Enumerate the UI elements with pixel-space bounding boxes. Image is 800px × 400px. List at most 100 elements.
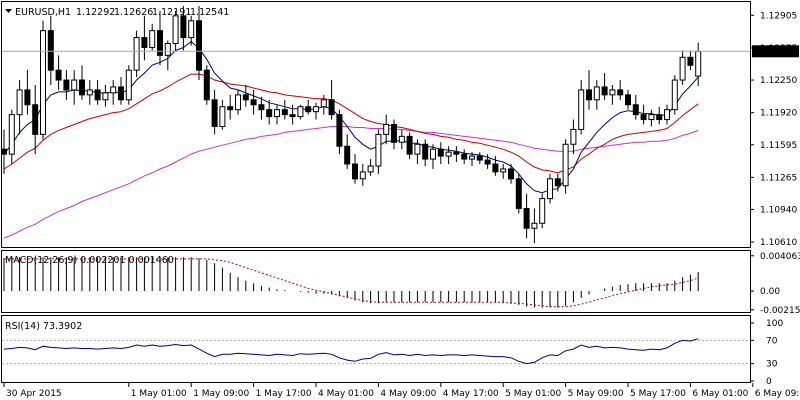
- candle-bear: [554, 178, 561, 187]
- macd-panel-frame: [1, 250, 751, 313]
- candle-bear: [515, 178, 522, 209]
- candle-bull: [679, 56, 686, 81]
- candle-bear: [250, 99, 257, 106]
- candle-bull: [297, 106, 304, 118]
- candle-bull: [671, 79, 678, 111]
- chart-menu-triangle-icon[interactable]: [5, 9, 12, 13]
- candle-bear: [32, 104, 39, 135]
- candle-bull: [398, 135, 405, 143]
- macd-indicator: [3, 257, 699, 308]
- price-tick-label: 1.11265: [760, 173, 797, 183]
- candle-bear: [196, 20, 202, 71]
- candle-bull: [149, 30, 156, 48]
- price-tick-label: 1.12250: [760, 76, 797, 86]
- candle-bear: [24, 89, 31, 106]
- candle-bear: [47, 30, 54, 71]
- candle-bull: [219, 106, 226, 127]
- candle-bull: [235, 94, 241, 111]
- candle-bear: [656, 114, 663, 121]
- rsi-tick-label: 30: [766, 360, 778, 370]
- rsi-label: RSI(14) 73.3902: [5, 321, 82, 332]
- rsi-axis: 100 70 30 0: [750, 319, 783, 387]
- ohlc-high: 1.12626: [114, 7, 153, 18]
- symbol-label: EURUSD,H1: [15, 7, 71, 18]
- candle-bull: [71, 79, 78, 91]
- time-tick-label: 1 May 17:00: [256, 389, 312, 399]
- candle-bear: [328, 99, 335, 116]
- candle-bull: [313, 106, 319, 113]
- candle-bear: [55, 69, 62, 81]
- candle-bear: [453, 151, 460, 155]
- candle-bear: [687, 56, 694, 66]
- price-tick-label: 1.12905: [760, 11, 797, 21]
- candle-bear: [391, 124, 397, 143]
- candle-bull: [547, 178, 553, 200]
- macd-signal-line: [4, 258, 699, 308]
- current-price-label: 1.12541: [760, 48, 797, 58]
- candle-bull: [359, 171, 366, 180]
- macd-label: MACD(12,26,9) 0.002201 0.001460: [5, 255, 174, 266]
- time-tick-label: 1 May 01:00: [131, 389, 187, 399]
- candle-bull: [414, 143, 421, 155]
- rsi-tick-label: 100: [766, 319, 783, 329]
- candle-bull: [664, 109, 670, 121]
- candle-bear: [437, 148, 444, 157]
- current-price-box: [752, 45, 799, 58]
- candle-bear: [422, 143, 429, 160]
- ma-slow-line: [3, 126, 699, 239]
- rsi-tick-label: 0: [766, 377, 772, 387]
- candle-bull: [367, 165, 374, 173]
- candle-bear: [640, 114, 647, 121]
- candle-bear: [523, 207, 530, 229]
- candle-bull: [125, 69, 132, 101]
- candle-bull: [164, 43, 171, 56]
- candle-bear: [625, 94, 631, 106]
- macd-axis: 0.004063 0.00 -0.002157: [750, 252, 800, 316]
- candle-bull: [593, 86, 600, 101]
- ohlc-open: 1.12292: [76, 7, 115, 18]
- candle-bear: [141, 37, 148, 48]
- candle-bear: [266, 109, 273, 118]
- candle-bull: [648, 114, 655, 121]
- candle-bull: [172, 15, 179, 44]
- time-tick-label: 1 May 09:00: [193, 389, 249, 399]
- candle-bear: [484, 159, 491, 165]
- time-tick-label: 5 May 09:00: [568, 389, 624, 399]
- candle-bear: [63, 79, 70, 91]
- candle-bear: [406, 135, 413, 155]
- candle-bull: [375, 133, 382, 167]
- time-tick-label: 5 May 17:00: [630, 389, 686, 399]
- candle-bull: [320, 99, 327, 108]
- price-tick-label: 1.11595: [760, 141, 797, 151]
- candle-bull: [500, 168, 507, 173]
- time-tick-label: 6 May 01:00: [692, 389, 748, 399]
- candle-bear: [461, 153, 468, 160]
- candle-bull: [8, 114, 15, 155]
- candle-bear: [601, 86, 608, 96]
- time-tick-label: 30 Apr 2015: [6, 389, 62, 399]
- candle-bear: [281, 109, 288, 116]
- price-tick-label: 1.10610: [760, 238, 797, 248]
- candle-bear: [211, 99, 218, 127]
- rsi-tick-label: 70: [766, 336, 778, 346]
- candle-bull: [188, 20, 195, 39]
- candle-bear: [476, 155, 483, 161]
- candle-bull: [16, 89, 23, 116]
- candle-bull: [383, 124, 390, 135]
- candle-bear: [586, 89, 592, 101]
- candle-bear: [305, 106, 312, 113]
- ohlc-low: 1.12191: [152, 7, 191, 18]
- price-tick-label: 1.11920: [760, 109, 797, 119]
- macd-tick-label: 0.004063: [760, 252, 800, 262]
- candle-bear: [79, 79, 85, 96]
- candle-bull: [695, 50, 702, 77]
- macd-tick-label: -0.002157: [760, 306, 800, 316]
- ma-mid-line: [3, 73, 699, 174]
- candle-bear: [180, 15, 187, 39]
- candle-bear: [1, 148, 7, 155]
- candle-bull: [578, 89, 585, 130]
- candle-bull: [469, 155, 475, 160]
- candle-bear: [336, 114, 343, 147]
